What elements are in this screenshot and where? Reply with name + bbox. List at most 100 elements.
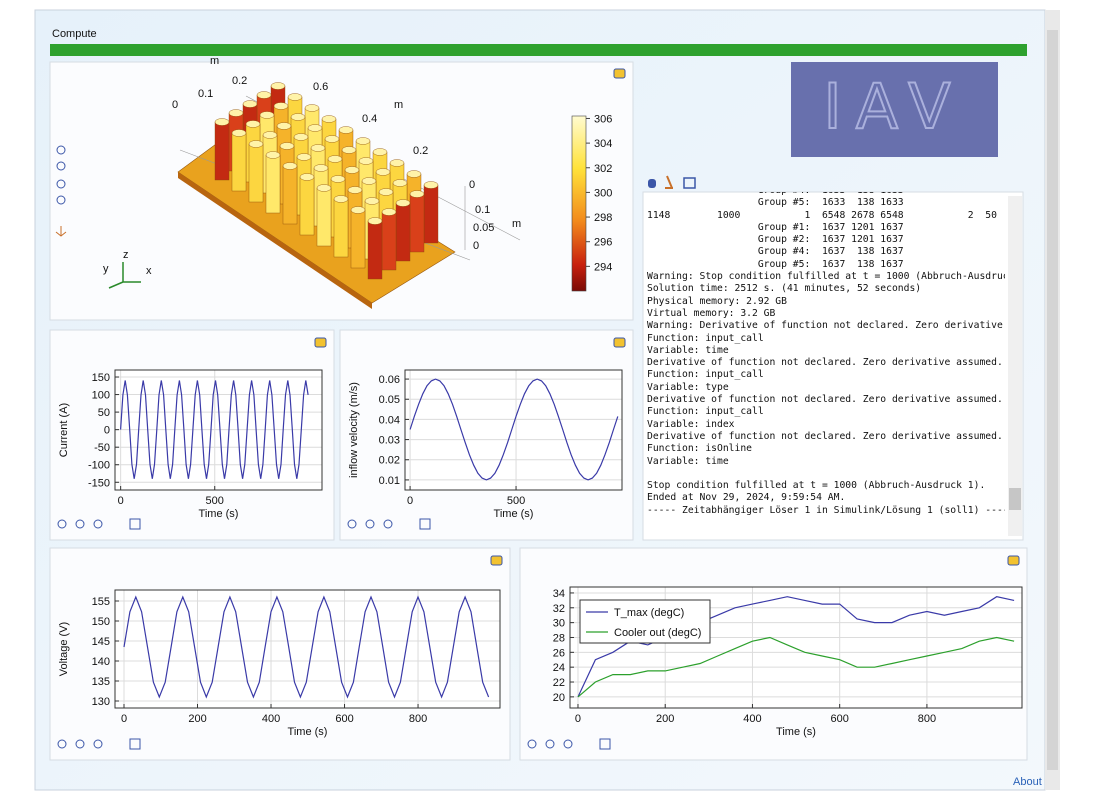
cylinder [265,154,281,214]
cylinder-top [324,135,340,143]
series-line [409,378,619,481]
x-tick-label: 200 [188,713,206,725]
cylinder-top [395,199,411,207]
x-tick-label: 0 [407,495,413,507]
cylinder-top [313,164,329,172]
cylinder-top [344,166,360,174]
about-link[interactable]: About [1013,776,1042,788]
zoom-extents[interactable] [419,518,431,530]
zoom-tool[interactable] [57,519,67,529]
export-image-icon[interactable] [314,337,327,348]
zoom-tool[interactable] [56,195,66,205]
log-line: Derivative of function not declared. Zer… [647,430,1003,442]
logo: IAV [823,70,964,143]
series-line [577,596,1015,698]
cylinder-top [338,126,354,134]
view-tool[interactable] [55,226,67,237]
cylinder-top [304,104,320,112]
zoom-tool[interactable] [93,519,103,529]
cylinder-top [270,82,286,90]
plot-area [115,590,500,708]
lock-icon[interactable] [648,179,656,188]
cylinder-top [327,155,343,163]
series-line [577,636,1015,698]
axis-label: 0.6 [313,81,328,93]
log-line: Group #5: 1633 138 1633 [647,197,904,209]
y-tick-label: 22 [553,677,565,689]
console-scroll-thumb[interactable] [1009,488,1021,510]
console-scrollbar[interactable] [1008,196,1022,536]
zoom-tool[interactable] [347,519,357,529]
zoom-tool[interactable] [57,739,67,749]
zoom-tool[interactable] [563,739,573,749]
cylinder-top [276,122,292,130]
zoom-tool[interactable] [527,739,537,749]
cylinder-top [364,197,380,205]
y-tick-label: 155 [92,596,110,608]
zoom-tool[interactable] [545,739,555,749]
colorbar-tick-label: 298 [594,212,612,224]
y-axis-label: Current (A) [58,403,70,457]
y-tick-label: -100 [88,460,110,472]
zoom-tool[interactable] [75,739,85,749]
export-image-icon[interactable] [613,68,626,79]
zoom-extents[interactable] [599,738,611,750]
zoom-tool[interactable] [56,161,66,171]
axis-label: 0.1 [475,204,490,216]
log-line: Variable: time [647,344,729,356]
cylinder-top [378,188,394,196]
cylinder-top [361,177,377,185]
cylinder [395,202,411,262]
export-image-icon[interactable] [1007,555,1020,566]
log-line: Derivative of function not declared. Zer… [647,357,1003,369]
scroll-thumb[interactable] [1047,30,1058,770]
log-line: Function: input_call [647,369,764,381]
log-line: Group #5: 1637 138 1637 [647,258,904,270]
cylinder-top [350,206,366,214]
clear-icon[interactable] [665,175,673,189]
colorbar-tick-label: 302 [594,163,612,175]
zoom-tool[interactable] [56,179,66,189]
log-line: Variable: type [647,381,729,393]
zoom-tool[interactable] [93,739,103,749]
axis-label: 0 [473,240,479,252]
cylinder-top [333,195,349,203]
axis-triad [108,262,141,289]
zoom-tool[interactable] [56,145,66,155]
cylinder-top [406,170,422,178]
y-tick-label: 0 [104,425,110,437]
cylinder-top [265,151,281,159]
y-tick-label: -150 [88,477,110,489]
export-image-icon[interactable] [613,337,626,348]
x-tick-label: 400 [743,713,761,725]
zoom-tool[interactable] [383,519,393,529]
cylinder-top [228,109,244,117]
log-line: Ended at Nov 29, 2024, 9:59:54 AM. [647,492,846,504]
export-image-icon[interactable] [490,555,503,566]
legend-label: Cooler out (degC) [614,627,701,639]
cylinder-top [375,168,391,176]
series-line [120,380,309,479]
log-line: Function: isOnline [647,443,752,455]
export-icon[interactable] [683,177,696,189]
x-axis-label: Time (s) [199,508,239,520]
log-line: Group #4: 1637 138 1637 [647,246,904,258]
log-line: Virtual memory: 3.2 GB [647,307,776,319]
x-tick-label: 600 [335,713,353,725]
y-tick-label: 0.03 [379,435,400,447]
x-axis-label: Time (s) [776,726,816,738]
cylinder-top [330,175,346,183]
x-tick-label: 500 [507,495,525,507]
zoom-extents[interactable] [129,518,141,530]
zoom-tool[interactable] [75,519,85,529]
console-log: Group #4: 1633 138 1633 Group #5: 1633 1… [647,192,1005,538]
x-tick-label: 800 [918,713,936,725]
cylinder [367,220,383,280]
zoom-extents[interactable] [129,738,141,750]
x-axis-label: Time (s) [288,726,328,738]
zoom-tool[interactable] [365,519,375,529]
y-tick-label: 50 [98,407,110,419]
cylinder [282,165,298,225]
cylinder-top [245,120,261,128]
